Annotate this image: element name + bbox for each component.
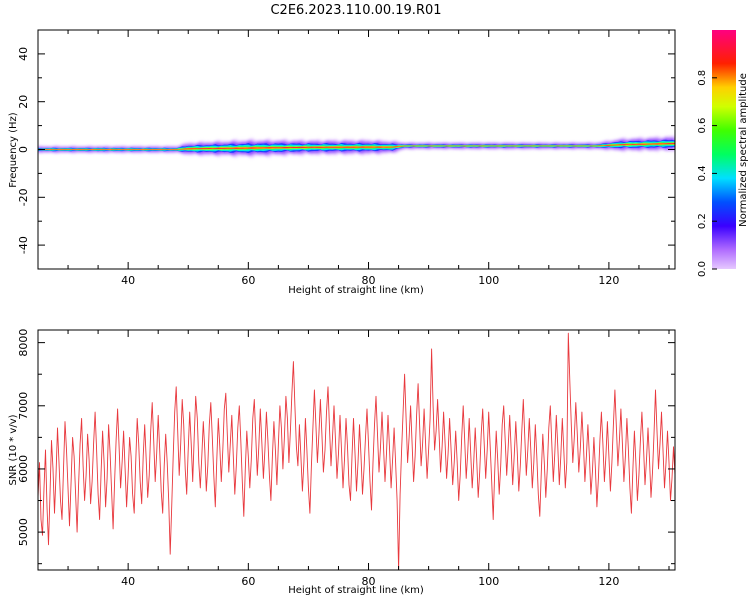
figure-title: C2E6.2023.110.00.19.R01 [270, 3, 441, 18]
x-tick-label: 80 [362, 575, 376, 588]
colorbar-tick-label: 0.0 [697, 261, 708, 277]
spectrogram-y-tick-labels: 40 20 0 -20 -40 [17, 47, 30, 254]
snr-frame [37, 329, 676, 571]
y-tick-label: 40 [17, 47, 30, 61]
snr-ticks [37, 330, 675, 570]
colorbar-tick-label: 0.6 [697, 118, 708, 134]
colorbar-gradient [712, 30, 736, 269]
spectrogram-ticks [37, 29, 675, 270]
x-tick-label: 60 [241, 274, 255, 287]
y-tick-label: -20 [17, 188, 30, 206]
y-tick-label: 0 [17, 146, 30, 153]
y-tick-label: -40 [17, 236, 30, 254]
x-tick-label: 60 [241, 575, 255, 588]
x-tick-label: 100 [478, 274, 499, 287]
x-tick-label: 40 [121, 274, 135, 287]
colorbar-tick-label: 0.2 [697, 213, 708, 229]
snr-y-axis-label: SNR (10 * v/v) [8, 414, 19, 485]
spectrogram-panel: 40 60 80 100 120 40 20 0 -20 -40 Height of strai… [8, 29, 676, 296]
y-tick-label: 6000 [17, 455, 30, 483]
x-tick-label: 100 [478, 575, 499, 588]
snr-x-axis-label: Height of straight line (km) [288, 585, 424, 596]
spectrogram-y-axis-label: Frequency (Hz) [8, 112, 19, 188]
colorbar: 0.0 0.2 0.4 0.6 0.8 Normalized spectral ampl… [697, 30, 749, 277]
spectrogram-x-axis-label: Height of straight line (km) [288, 285, 424, 296]
snr-x-tick-labels: 40 60 80 100 120 [121, 575, 619, 588]
x-tick-label: 120 [598, 274, 619, 287]
spectrogram-x-tick-labels: 40 60 80 100 120 [121, 274, 619, 287]
y-tick-label: 5000 [17, 518, 30, 546]
heatmap-band [38, 142, 675, 150]
colorbar-label: Normalized spectral amplitude [738, 73, 749, 227]
colorbar-tick-labels: 0.0 0.2 0.4 0.6 0.8 [697, 70, 717, 277]
y-tick-label: 8000 [17, 329, 30, 357]
heatmap-ridge [38, 135, 675, 159]
x-tick-label: 80 [362, 274, 376, 287]
snr-series-line [38, 332, 675, 570]
colorbar-tick-label: 0.8 [697, 70, 708, 86]
colorbar-tick-label: 0.4 [697, 165, 708, 181]
y-tick-label: 7000 [17, 392, 30, 420]
snr-panel: 40 60 80 100 120 5000 6000 7000 8000 Height of … [8, 329, 676, 596]
x-tick-label: 120 [598, 575, 619, 588]
y-tick-label: 20 [17, 95, 30, 109]
x-tick-label: 40 [121, 575, 135, 588]
snr-y-tick-labels: 5000 6000 7000 8000 [17, 329, 30, 546]
